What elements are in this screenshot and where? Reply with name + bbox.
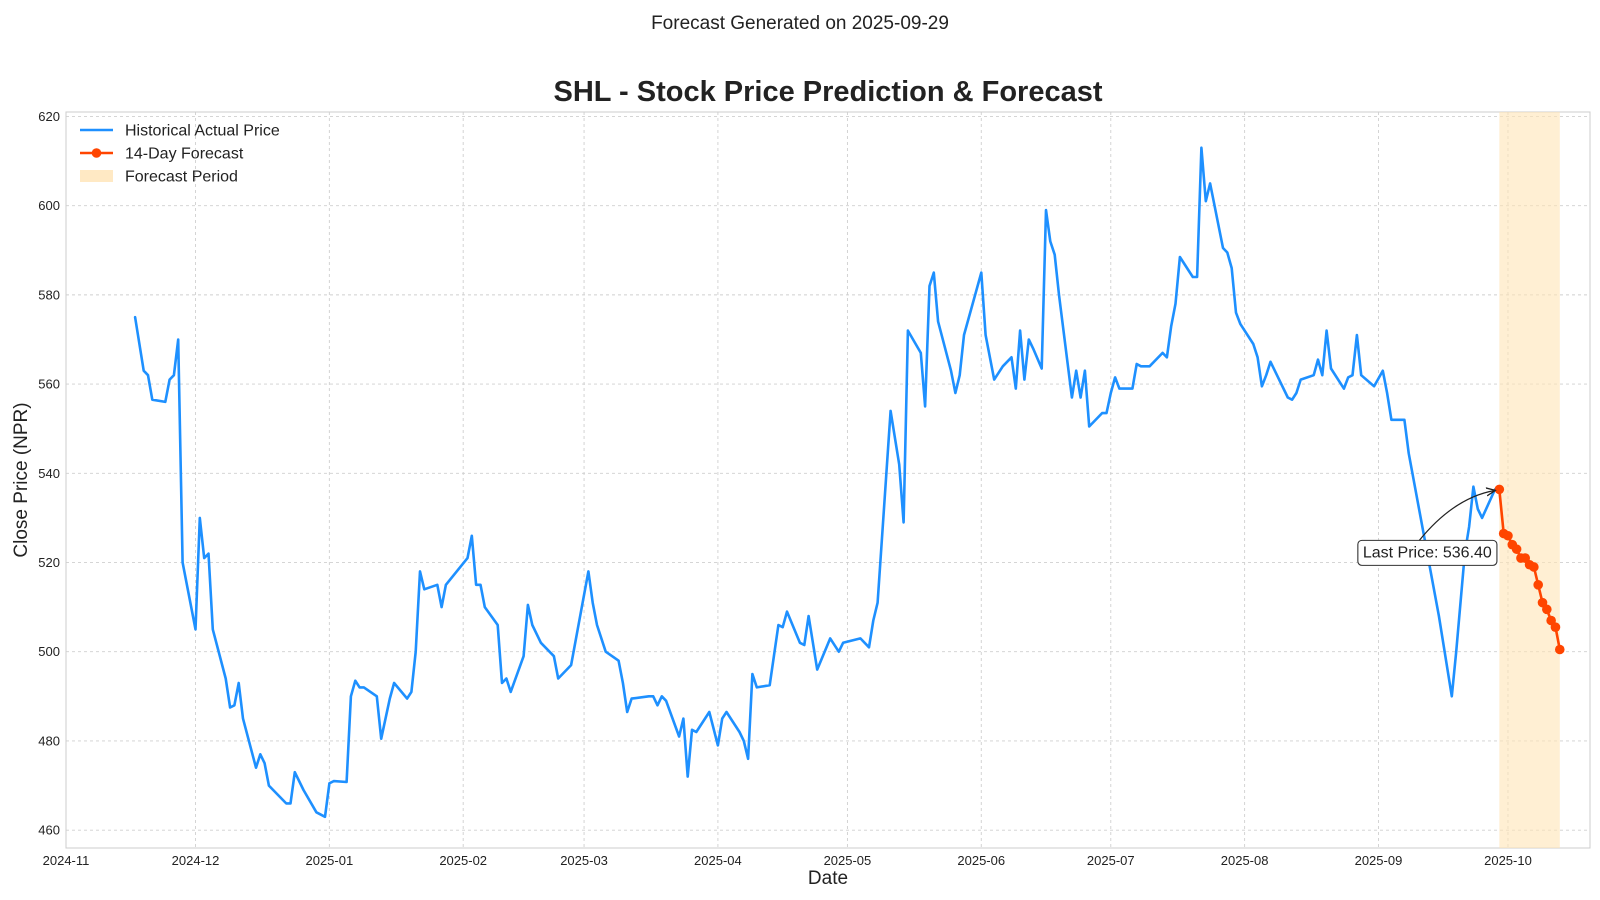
- y-tick-label: 620: [38, 109, 60, 124]
- y-tick-label: 460: [38, 823, 60, 838]
- y-tick-label: 600: [38, 198, 60, 213]
- forecast-point: [1550, 622, 1561, 632]
- plot-area-layer: [65, 111, 1591, 849]
- x-tick-label: 2024-12: [172, 853, 220, 868]
- y-tick-label: 520: [38, 555, 60, 570]
- x-tick-label: 2025-10: [1484, 853, 1532, 868]
- figure-suptitle: Forecast Generated on 2025-09-29: [651, 13, 949, 34]
- x-tick-label: 2025-02: [439, 853, 487, 868]
- forecast-point: [1542, 604, 1552, 615]
- y-tick-label: 560: [38, 377, 60, 392]
- forecast-point: [1511, 544, 1522, 554]
- x-tick-label: 2025-08: [1221, 853, 1269, 868]
- x-tick-label: 2024-11: [43, 853, 90, 868]
- y-tick-label: 540: [38, 466, 60, 481]
- forecast-period-band: [1499, 112, 1560, 848]
- grid-layer: [65, 112, 1590, 848]
- y-axis-label: Close Price (NPR): [11, 402, 32, 557]
- x-tick-label: 2025-07: [1087, 853, 1135, 868]
- tick-label-layer: 460 480 500 520 540 560 580 600 620 2024-11 2024-1…: [38, 109, 1532, 868]
- x-tick-label: 2025-04: [694, 853, 742, 868]
- forecast-point: [1533, 580, 1543, 590]
- legend-label: Forecast Period: [125, 169, 238, 186]
- last-price-annotation-box: [1357, 539, 1498, 566]
- legend-label: 14-Day Forecast: [125, 146, 244, 163]
- forecast-band-layer: [1499, 112, 1560, 848]
- plot-area: [65, 111, 1591, 849]
- legend-forecast-marker: [91, 148, 102, 158]
- legend-layer: Historical Actual Price 14-Day Forecast Fo…: [80, 123, 280, 186]
- series-line-0: [133, 146, 1497, 819]
- y-tick-label: 500: [38, 644, 60, 659]
- annotation-arrow: [1418, 490, 1495, 541]
- forecast-point: [1554, 644, 1565, 655]
- x-axis-label: Date: [808, 868, 848, 889]
- annotation-layer: Last Price: 536.40: [1357, 490, 1498, 566]
- chart-title: SHL - Stock Price Prediction & Forecast: [553, 76, 1102, 108]
- y-tick-label: 480: [38, 733, 60, 748]
- forecast-point: [1529, 562, 1539, 572]
- x-tick-label: 2025-01: [305, 853, 353, 868]
- y-tick-label: 580: [38, 287, 60, 302]
- legend-label: Historical Actual Price: [125, 123, 280, 140]
- forecast-point: [1494, 484, 1505, 495]
- x-tick-label: 2025-03: [560, 853, 608, 868]
- forecast-point: [1503, 530, 1513, 541]
- series-layer: [133, 146, 1565, 819]
- legend-period-swatch: [80, 170, 113, 182]
- x-tick-label: 2025-09: [1355, 853, 1403, 868]
- last-price-annotation-text: Last Price: 536.40: [1363, 544, 1492, 561]
- x-tick-label: 2025-06: [957, 853, 1005, 868]
- x-tick-label: 2025-05: [824, 853, 872, 868]
